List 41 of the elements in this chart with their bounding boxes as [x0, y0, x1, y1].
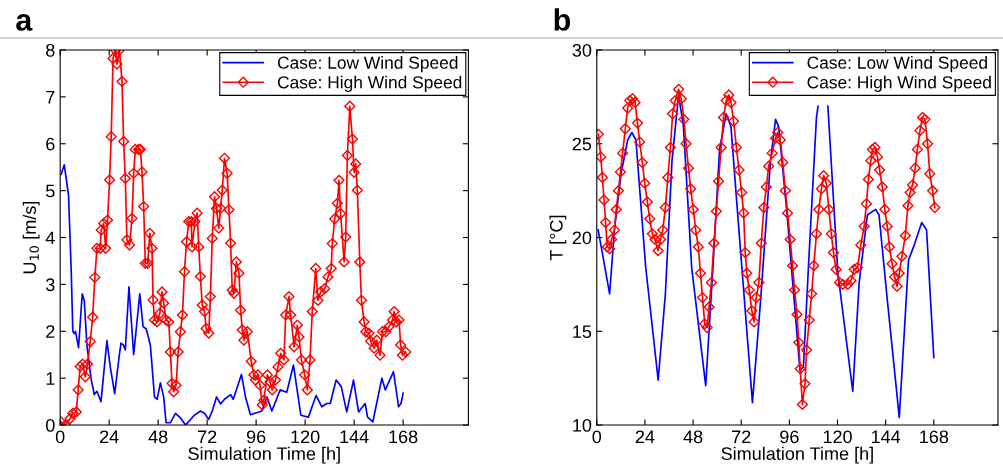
x-tick-label: 96 — [246, 430, 266, 444]
y-tick-label: 3 — [45, 278, 55, 292]
x-axis-title: Simulation Time [h] — [721, 446, 873, 464]
y-tick-label: 0 — [45, 419, 55, 432]
chart-title: b — [554, 8, 571, 31]
x-tick-label: 48 — [148, 430, 168, 444]
x-tick-label: 120 — [823, 430, 852, 444]
y-tick-label: 6 — [46, 137, 55, 151]
y-tick-label: 20 — [572, 231, 592, 245]
y-axis-title: U$_{10}$ [m/s] — [22, 201, 40, 274]
x-tick-label: 24 — [100, 430, 119, 444]
x-tick-label: 72 — [732, 430, 751, 444]
y-axis-title: T [°C] — [549, 215, 567, 261]
y-tick-label: 7 — [46, 90, 55, 104]
x-tick-label: 144 — [340, 430, 369, 444]
x-tick-label: 168 — [920, 430, 949, 444]
y-tick-label: 10 — [573, 419, 592, 432]
x-tick-label: 24 — [635, 430, 655, 444]
legend-label: Case: High Wind Speed — [277, 75, 462, 92]
line-series — [60, 164, 404, 426]
x-tick-label: 144 — [871, 430, 901, 444]
y-tick-label: 2 — [46, 325, 55, 338]
y-tick-label: 8 — [46, 43, 55, 57]
legend-label: Case: Low Wind Speed — [807, 56, 987, 73]
y-tick-label: 1 — [46, 372, 55, 385]
x-tick-label: 96 — [780, 430, 799, 444]
y-tick-label: 4 — [45, 231, 55, 245]
x-tick-label: 120 — [291, 430, 320, 444]
x-axis-title: Simulation Time [h] — [188, 446, 340, 464]
x-tick-label: 168 — [389, 430, 418, 444]
y-tick-label: 30 — [572, 43, 592, 57]
x-tick-label: 0 — [592, 430, 602, 444]
legend-label: Case: Low Wind Speed — [277, 56, 458, 73]
y-tick-label: 25 — [572, 137, 592, 151]
y-tick-label: 15 — [573, 325, 592, 339]
chart-title: a — [16, 14, 33, 31]
x-tick-label: 72 — [198, 430, 217, 444]
y-tick-label: 5 — [46, 184, 55, 198]
x-tick-label: 48 — [683, 430, 703, 444]
x-tick-label: 0 — [55, 430, 65, 444]
legend-label: Case: High Wind Speed — [807, 75, 991, 92]
